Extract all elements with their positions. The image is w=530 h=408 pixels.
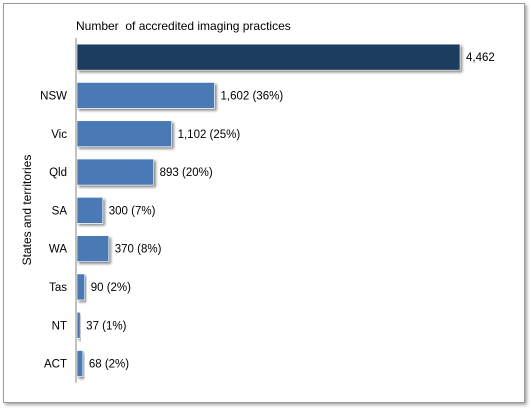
- bar-sa: [76, 197, 104, 224]
- data-label: 300 (7%): [109, 205, 156, 217]
- bar-nt: [76, 311, 81, 339]
- bar-vic: [76, 120, 172, 148]
- data-label: 1,102 (25%): [178, 129, 241, 141]
- bar-wa: [76, 235, 110, 262]
- data-label: 370 (8%): [115, 244, 162, 256]
- chart-title: Number of accredited imaging practices: [76, 19, 291, 33]
- category-label: ACT: [44, 359, 67, 371]
- category-label: WA: [49, 244, 67, 256]
- category-label: Vic: [51, 129, 67, 141]
- category-label: NT: [52, 320, 67, 332]
- bar-qld: [76, 158, 154, 186]
- bar-act: [76, 350, 84, 377]
- category-label: Tas: [49, 282, 67, 294]
- category-label: NSW: [40, 90, 67, 102]
- data-label: 893 (20%): [160, 167, 213, 179]
- data-label: 1,602 (36%): [221, 90, 284, 102]
- data-label: 4,462: [466, 52, 495, 64]
- data-label: 37 (1%): [86, 320, 126, 332]
- bar-total: [76, 43, 461, 71]
- category-label: SA: [52, 205, 68, 217]
- bar-nsw: [76, 82, 215, 109]
- data-label: 90 (2%): [91, 282, 131, 294]
- data-label: 68 (2%): [89, 359, 129, 371]
- bar-tas: [76, 273, 86, 301]
- category-label: Qld: [49, 167, 67, 179]
